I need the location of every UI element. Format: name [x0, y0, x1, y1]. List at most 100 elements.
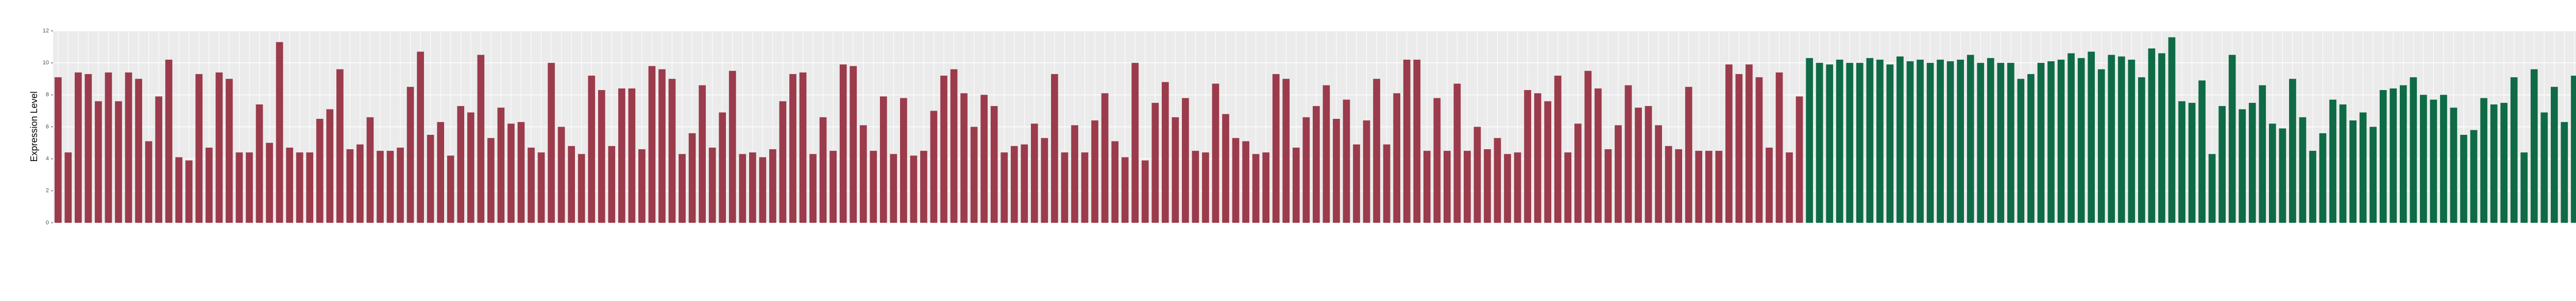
y-axis-label: Expression Level	[29, 91, 39, 162]
bar	[1826, 64, 1834, 223]
bar	[2017, 79, 2025, 223]
bar	[819, 117, 827, 223]
bar	[1524, 90, 1531, 223]
bar	[2239, 109, 2246, 223]
bar	[2299, 117, 2307, 223]
bar	[165, 59, 173, 223]
bar	[2430, 99, 2437, 223]
bar	[1151, 102, 1159, 223]
bar	[1121, 157, 1129, 223]
bar	[286, 147, 293, 223]
bar	[1131, 63, 1139, 223]
bar	[859, 125, 867, 223]
bar	[1615, 125, 1622, 223]
bar	[2359, 112, 2367, 223]
bar	[1403, 59, 1411, 223]
bar	[1353, 144, 1360, 223]
bar	[1282, 79, 1290, 223]
bar	[759, 157, 767, 223]
bar	[2369, 127, 2377, 223]
bar	[1192, 151, 1199, 223]
bar	[2138, 77, 2145, 223]
bar	[1272, 74, 1280, 223]
bar	[1343, 99, 1350, 223]
bar	[1333, 118, 1340, 223]
bar	[548, 63, 555, 223]
bar	[1534, 93, 1541, 223]
bar	[1574, 123, 1582, 223]
bar	[1232, 138, 1240, 223]
bar	[1544, 101, 1552, 223]
bar	[618, 88, 625, 223]
bar	[246, 152, 253, 223]
bar	[2148, 48, 2156, 223]
bar	[95, 101, 102, 223]
bar	[1423, 151, 1431, 223]
bar	[870, 151, 877, 223]
bar	[2158, 53, 2165, 223]
bar	[2309, 151, 2316, 223]
bar	[2108, 55, 2115, 223]
bar	[940, 76, 947, 223]
bar	[1846, 63, 1854, 223]
bar	[2279, 128, 2286, 223]
bar	[2551, 86, 2558, 223]
y-tick-label: 10	[43, 60, 49, 66]
bar	[497, 108, 505, 223]
bar	[406, 86, 414, 223]
bar	[2289, 79, 2296, 223]
bar	[2128, 59, 2136, 223]
bar	[54, 77, 62, 223]
bar	[2349, 120, 2357, 223]
bar	[658, 69, 666, 223]
bar	[1856, 63, 1863, 223]
bar	[1504, 154, 1511, 223]
bar	[1101, 93, 1109, 223]
bar	[276, 42, 283, 223]
bar	[145, 141, 152, 223]
bar	[1010, 146, 1018, 223]
bar	[1604, 149, 1612, 223]
bar	[2470, 130, 2478, 223]
bar	[1685, 86, 1692, 223]
y-tick-label: 12	[43, 28, 49, 34]
bar	[256, 104, 263, 223]
bar	[699, 85, 706, 223]
bar	[2168, 37, 2176, 223]
bar	[1775, 72, 1783, 223]
bar	[2269, 123, 2276, 223]
bar	[1564, 152, 1572, 223]
bar	[809, 154, 817, 223]
bar	[1584, 70, 1592, 223]
bar	[2319, 133, 2327, 223]
bar	[1051, 74, 1058, 223]
bar	[1755, 77, 1763, 223]
bar	[1786, 152, 1793, 223]
bar	[2480, 98, 2487, 223]
bar	[1262, 152, 1270, 223]
bar	[749, 152, 756, 223]
bar	[2399, 85, 2407, 223]
bar	[357, 144, 364, 223]
bar	[1695, 151, 1703, 223]
bar	[2450, 108, 2458, 223]
bar	[2097, 69, 2105, 223]
bar	[1061, 152, 1069, 223]
bar	[2067, 53, 2075, 223]
bar	[950, 69, 958, 223]
bar	[366, 117, 374, 223]
bar	[850, 66, 857, 223]
bar	[930, 111, 938, 223]
bar	[2510, 77, 2518, 223]
bar	[517, 122, 525, 223]
bar	[1453, 83, 1461, 223]
bar	[598, 90, 605, 223]
bar	[528, 147, 535, 223]
bar	[2490, 104, 2498, 223]
bar	[447, 155, 454, 223]
bar	[1041, 138, 1048, 223]
bar	[115, 101, 122, 223]
bar	[1091, 120, 1098, 223]
bar	[2259, 85, 2266, 223]
